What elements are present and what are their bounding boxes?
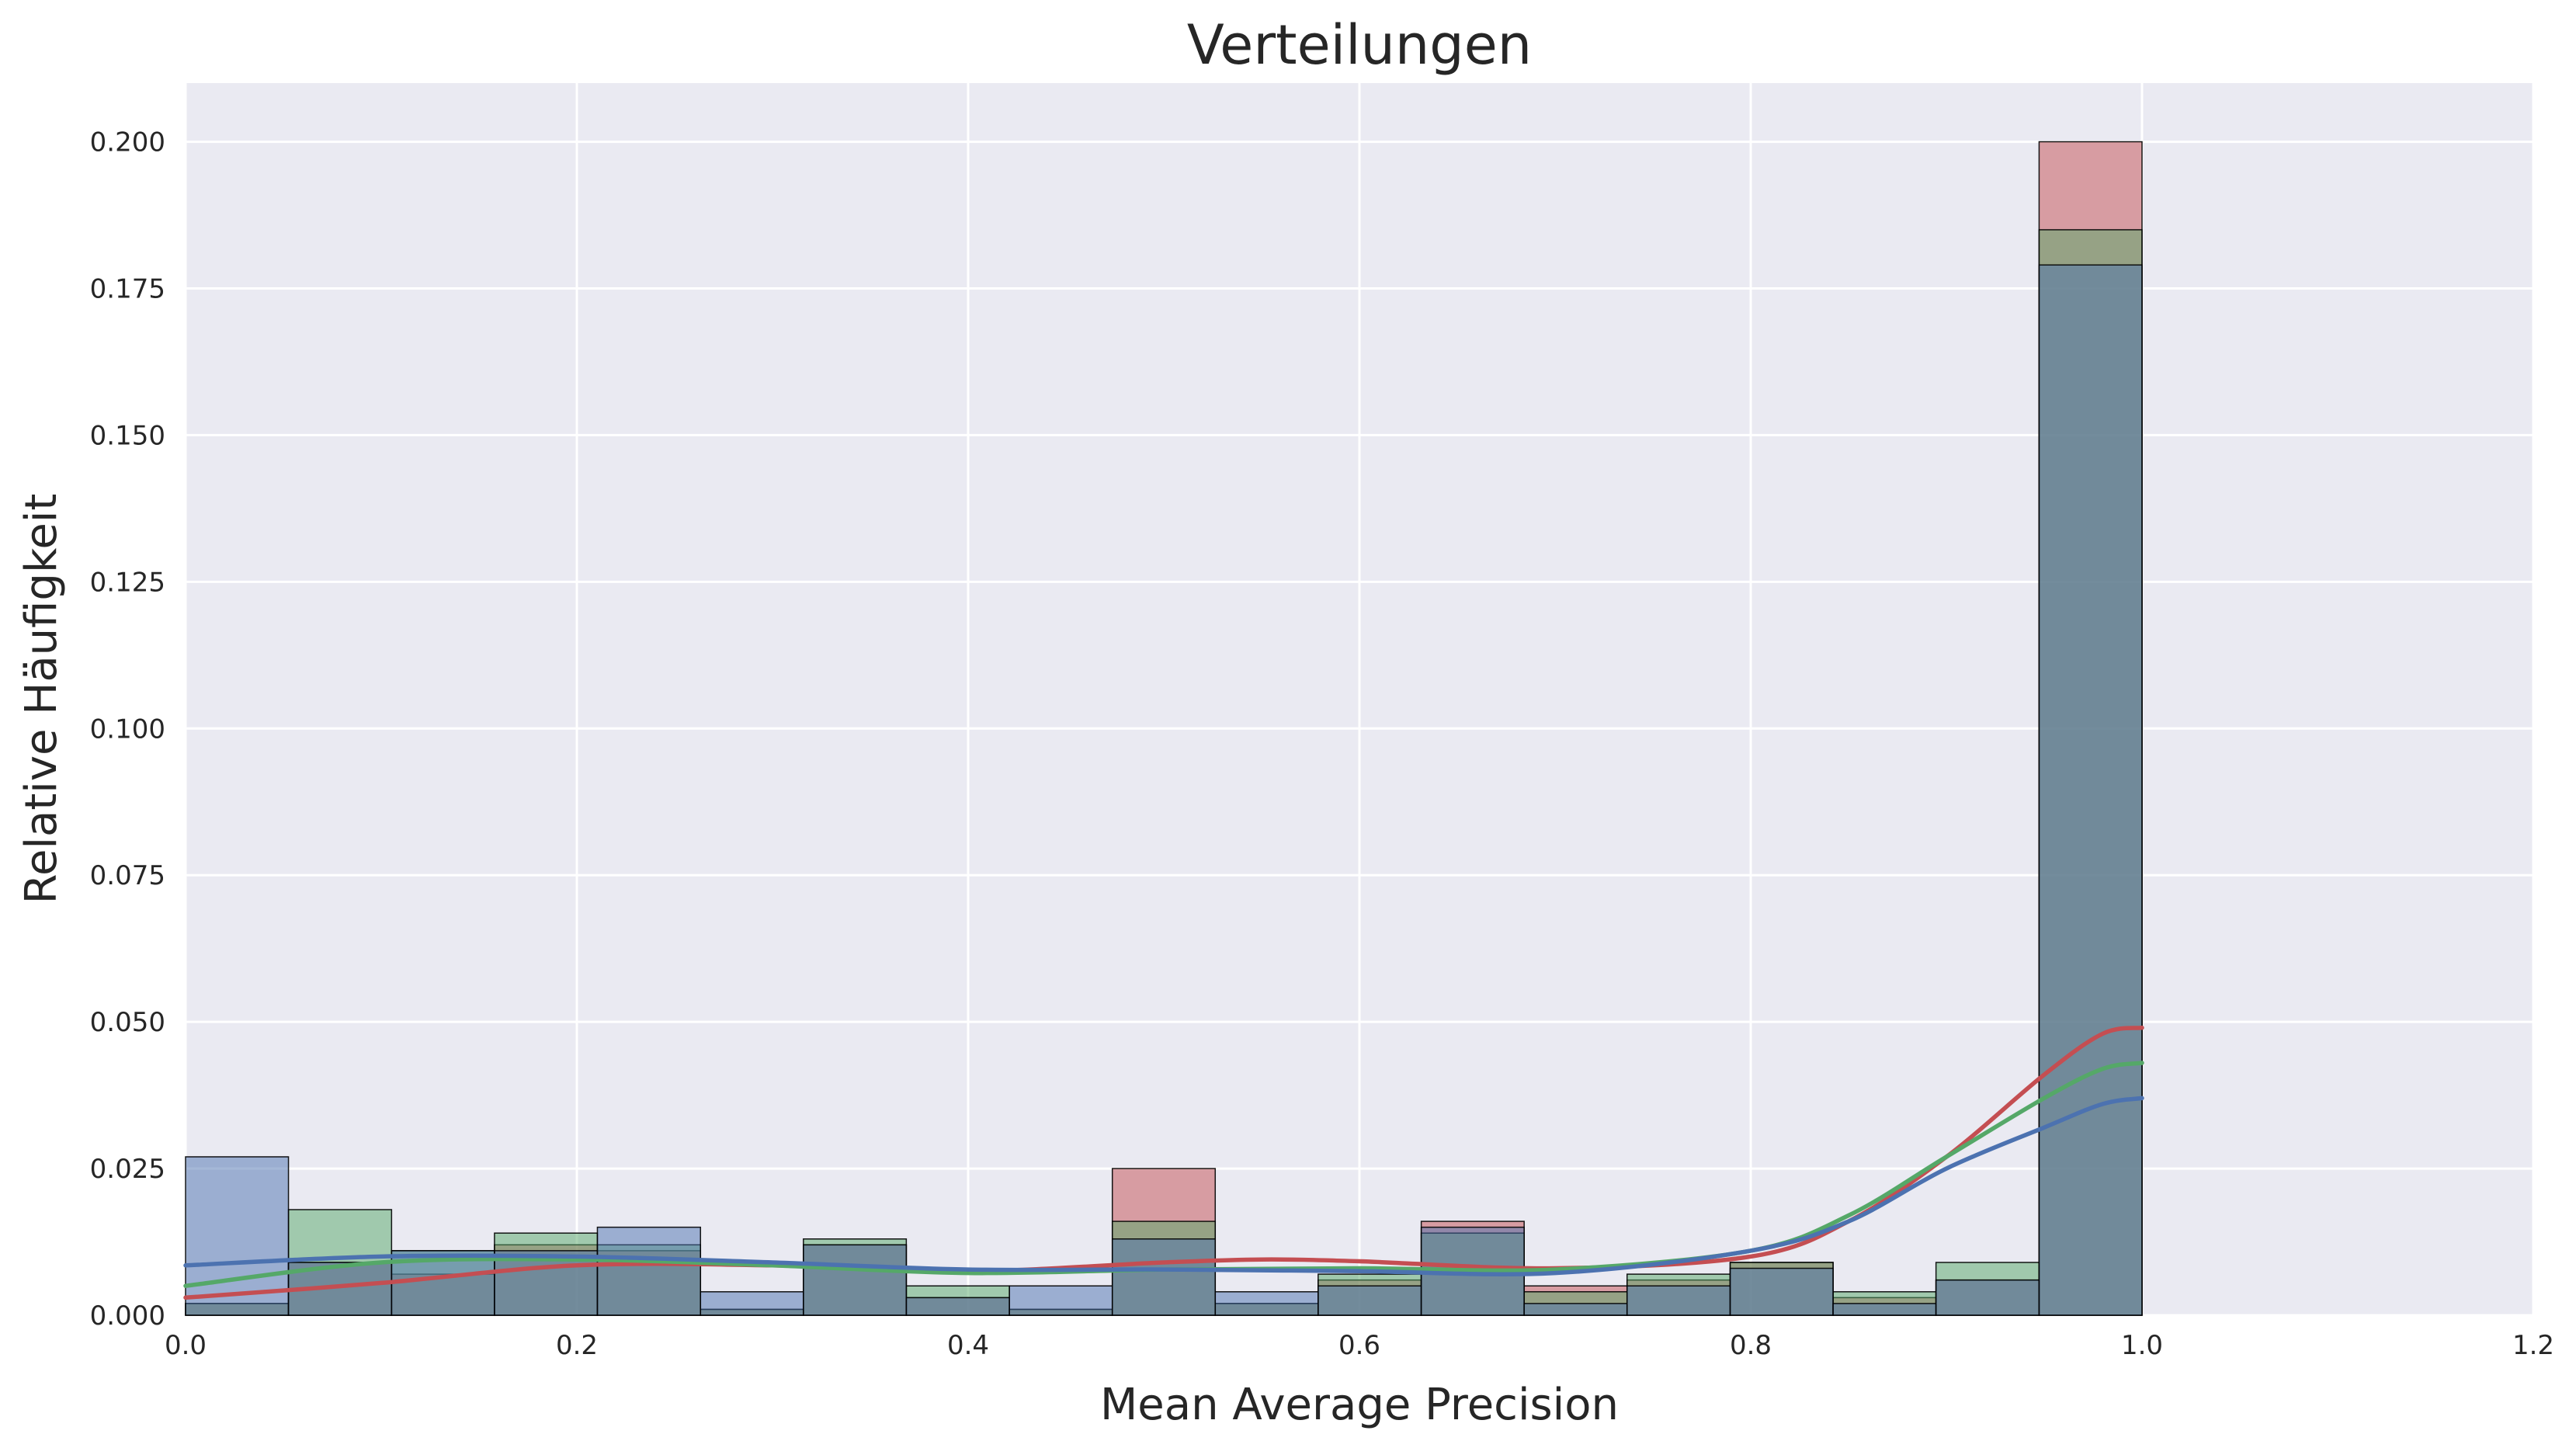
histogram-bar-series-2 [803,1244,908,1316]
y-tick-labels: 0.000 0.025 0.050 0.075 0.100 0.125 0.150 0.175… [90,127,165,1332]
y-tick-label: 0.100 [90,714,165,745]
chart-title: Verteilungen [1187,13,1532,77]
x-tick-label: 0.2 [556,1330,598,1361]
y-tick-label: 0.000 [90,1300,165,1332]
x-tick-label: 0.0 [165,1330,207,1361]
x-tick-label: 0.8 [1730,1330,1772,1361]
kde-line-series-1 [183,1061,2144,1288]
y-tick-label: 0.075 [90,860,165,891]
kde-line-series-2 [183,1096,2144,1276]
y-tick-label: 0.050 [90,1007,165,1038]
histogram-bar-series-2 [1214,1291,1319,1316]
y-tick-label: 0.150 [90,420,165,451]
histogram-bar-series-2 [1009,1285,1113,1316]
histogram-bar-series-2 [1523,1303,1628,1316]
x-tick-label: 1.2 [2512,1330,2554,1361]
histogram-bar-series-2 [2038,264,2143,1316]
histogram-bar-series-2 [596,1226,702,1316]
x-axis-label: Mean Average Precision [1100,1380,1619,1430]
histogram-bar-series-2 [905,1297,1010,1316]
y-tick-label: 0.200 [90,127,165,158]
y-tick-label: 0.025 [90,1154,165,1185]
histogram-bar-series-2 [700,1291,804,1316]
y-tick-label: 0.125 [90,567,165,598]
y-tick-label: 0.175 [90,274,165,305]
histogram-bar-series-2 [1729,1267,1834,1316]
kde-curves [183,1025,2144,1300]
x-tick-labels: 0.0 0.2 0.4 0.6 0.8 1.0 1.2 [165,1330,2554,1361]
histogram-bar-series-2 [185,1156,290,1316]
histogram-bar-series-2 [1111,1238,1217,1316]
y-axis-label: Relative Häufigkeit [16,494,67,905]
histogram-bar-series-2 [1832,1303,1937,1316]
histogram-bar-series-2 [1935,1279,2040,1316]
histogram-bar-series-2 [1318,1285,1422,1316]
x-tick-label: 0.6 [1338,1330,1380,1361]
x-tick-label: 1.0 [2121,1330,2163,1361]
histogram-bar-series-2 [1626,1285,1731,1316]
x-tick-label: 0.4 [947,1330,989,1361]
